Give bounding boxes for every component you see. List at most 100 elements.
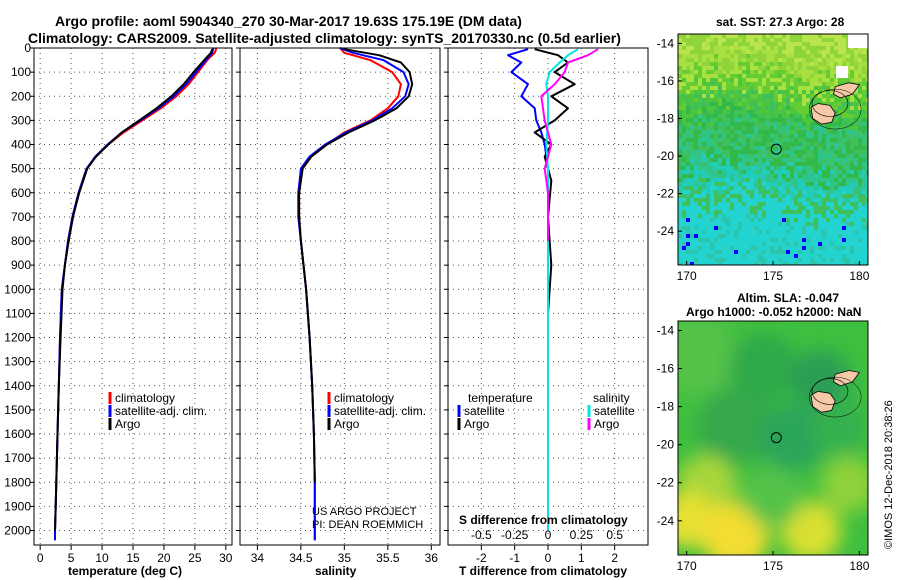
sst-cell xyxy=(678,66,682,70)
sst-cell xyxy=(706,110,710,114)
sst-cell xyxy=(802,122,806,126)
sst-cell xyxy=(726,218,730,222)
sst-cell xyxy=(854,258,858,262)
sst-cell xyxy=(858,218,862,222)
sst-cell xyxy=(846,146,850,150)
sst-cell xyxy=(850,234,854,238)
sst-cell xyxy=(866,58,868,62)
sst-cell xyxy=(842,250,846,254)
sst-cell xyxy=(758,166,762,170)
sst-cell xyxy=(770,66,774,70)
sst-cell xyxy=(794,62,798,66)
sst-cell xyxy=(822,214,826,218)
sst-cell xyxy=(866,122,868,126)
sst-cell xyxy=(842,166,846,170)
sst-cell xyxy=(730,182,734,186)
sst-cell xyxy=(722,150,726,154)
sst-cell xyxy=(786,102,790,106)
sst-cell xyxy=(802,126,806,130)
sst-cell xyxy=(706,42,710,46)
sst-cell xyxy=(846,250,850,254)
sst-cell xyxy=(742,38,746,42)
sst-cell xyxy=(786,46,790,50)
sla-anomaly-blob xyxy=(821,456,868,513)
sst-cell xyxy=(726,126,730,130)
sst-cell xyxy=(706,218,710,222)
sst-cell xyxy=(778,250,782,254)
sst-cell xyxy=(754,58,758,62)
sst-cell xyxy=(806,58,810,62)
sst-cell xyxy=(694,106,698,110)
sst-cell xyxy=(846,218,850,222)
sst-cell xyxy=(858,198,862,202)
sst-cell xyxy=(862,106,866,110)
sst-cell xyxy=(846,262,850,265)
sst-cell xyxy=(726,174,730,178)
sst-cell xyxy=(714,218,718,222)
sst-cell xyxy=(762,214,766,218)
sst-cell xyxy=(858,182,862,186)
sst-cell xyxy=(854,150,858,154)
sst-cell xyxy=(766,202,770,206)
sst-cell xyxy=(778,86,782,90)
sst-cell xyxy=(754,258,758,262)
sst-cell xyxy=(694,82,698,86)
sst-cell xyxy=(726,258,730,262)
sst-cell xyxy=(846,162,850,166)
sst-cell xyxy=(830,78,834,82)
sst-cell xyxy=(762,58,766,62)
sst-cell xyxy=(826,230,830,234)
sst-cell xyxy=(766,154,770,158)
sst-cell xyxy=(866,86,868,90)
sst-cell xyxy=(842,170,846,174)
sst-cell xyxy=(730,74,734,78)
sst-cell xyxy=(714,122,718,126)
sst-cell xyxy=(838,34,842,38)
sst-cell xyxy=(726,238,730,242)
sst-cell xyxy=(702,218,706,222)
sst-cell xyxy=(838,154,842,158)
x-tick-label: -2 xyxy=(476,551,487,565)
sst-cell xyxy=(754,98,758,102)
sst-cell xyxy=(806,118,810,122)
sst-cell xyxy=(826,66,830,70)
sst-cell xyxy=(862,218,866,222)
sst-cell xyxy=(814,214,818,218)
sst-cell xyxy=(758,130,762,134)
sst-cell xyxy=(846,174,850,178)
sst-cell xyxy=(794,98,798,102)
y-tick-label: 1300 xyxy=(4,355,31,369)
sst-cell xyxy=(862,222,866,226)
sst-cell xyxy=(710,190,714,194)
sst-cell xyxy=(854,230,858,234)
sst-cell xyxy=(706,254,710,258)
sst-cell xyxy=(710,146,714,150)
sst-cell xyxy=(758,46,762,50)
sst-cell xyxy=(722,186,726,190)
sst-cell xyxy=(838,42,842,46)
sst-cell xyxy=(802,74,806,78)
sst-cell xyxy=(810,258,814,262)
sst-cell xyxy=(678,126,682,130)
sst-cell xyxy=(726,118,730,122)
sst-cell xyxy=(846,58,850,62)
sst-cell xyxy=(798,150,802,154)
sst-cell xyxy=(802,250,806,254)
sst-cell xyxy=(738,66,742,70)
sst-cell xyxy=(802,86,806,90)
sst-cell xyxy=(842,182,846,186)
sst-cell xyxy=(758,202,762,206)
sst-cell xyxy=(802,78,806,82)
sst-cell xyxy=(698,198,702,202)
sst-cell xyxy=(766,198,770,202)
sst-cell xyxy=(702,94,706,98)
sst-cell xyxy=(838,46,842,50)
sst-cell xyxy=(842,130,846,134)
sst-cell xyxy=(734,226,738,230)
sst-cell xyxy=(806,154,810,158)
sst-cell xyxy=(738,78,742,82)
sst-cell xyxy=(838,198,842,202)
sst-cell xyxy=(826,90,830,94)
sst-cell xyxy=(718,74,722,78)
sst-cell xyxy=(766,74,770,78)
